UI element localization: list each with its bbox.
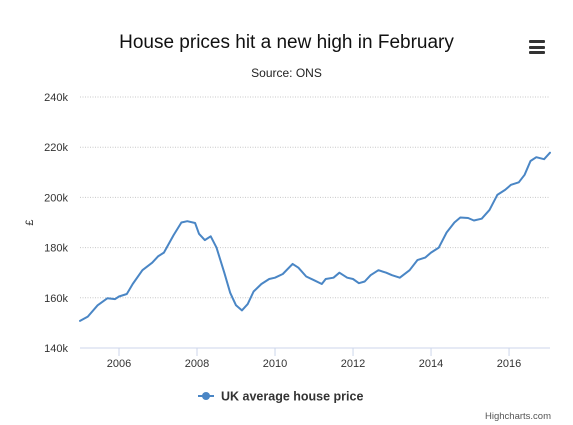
y-tick-label: 200k bbox=[44, 192, 68, 204]
menu-bar-line bbox=[529, 51, 545, 54]
chart-title: House prices hit a new high in February bbox=[119, 32, 454, 53]
y-tick-label: 240k bbox=[44, 92, 68, 104]
chart-subtitle: Source: ONS bbox=[251, 66, 322, 80]
hamburger-menu-icon[interactable] bbox=[526, 38, 548, 56]
y-axis-title: £ bbox=[24, 219, 36, 225]
x-tick-label: 2012 bbox=[341, 358, 365, 370]
menu-bar-line bbox=[529, 40, 545, 43]
x-tick-label: 2006 bbox=[107, 358, 131, 370]
y-tick-label: 140k bbox=[44, 343, 68, 355]
x-tick-label: 2016 bbox=[497, 358, 521, 370]
series-line bbox=[79, 151, 551, 322]
legend-marker[interactable] bbox=[202, 392, 210, 400]
x-tick-label: 2010 bbox=[263, 358, 287, 370]
legend-label[interactable]: UK average house price bbox=[221, 390, 363, 404]
y-tick-label: 220k bbox=[44, 142, 68, 154]
x-tick-label: 2008 bbox=[185, 358, 209, 370]
credits-link[interactable]: Highcharts.com bbox=[485, 411, 551, 422]
y-tick-label: 180k bbox=[44, 243, 68, 255]
x-tick-label: 2014 bbox=[419, 358, 443, 370]
y-tick-label: 160k bbox=[44, 293, 68, 305]
menu-bar-line bbox=[529, 45, 545, 49]
